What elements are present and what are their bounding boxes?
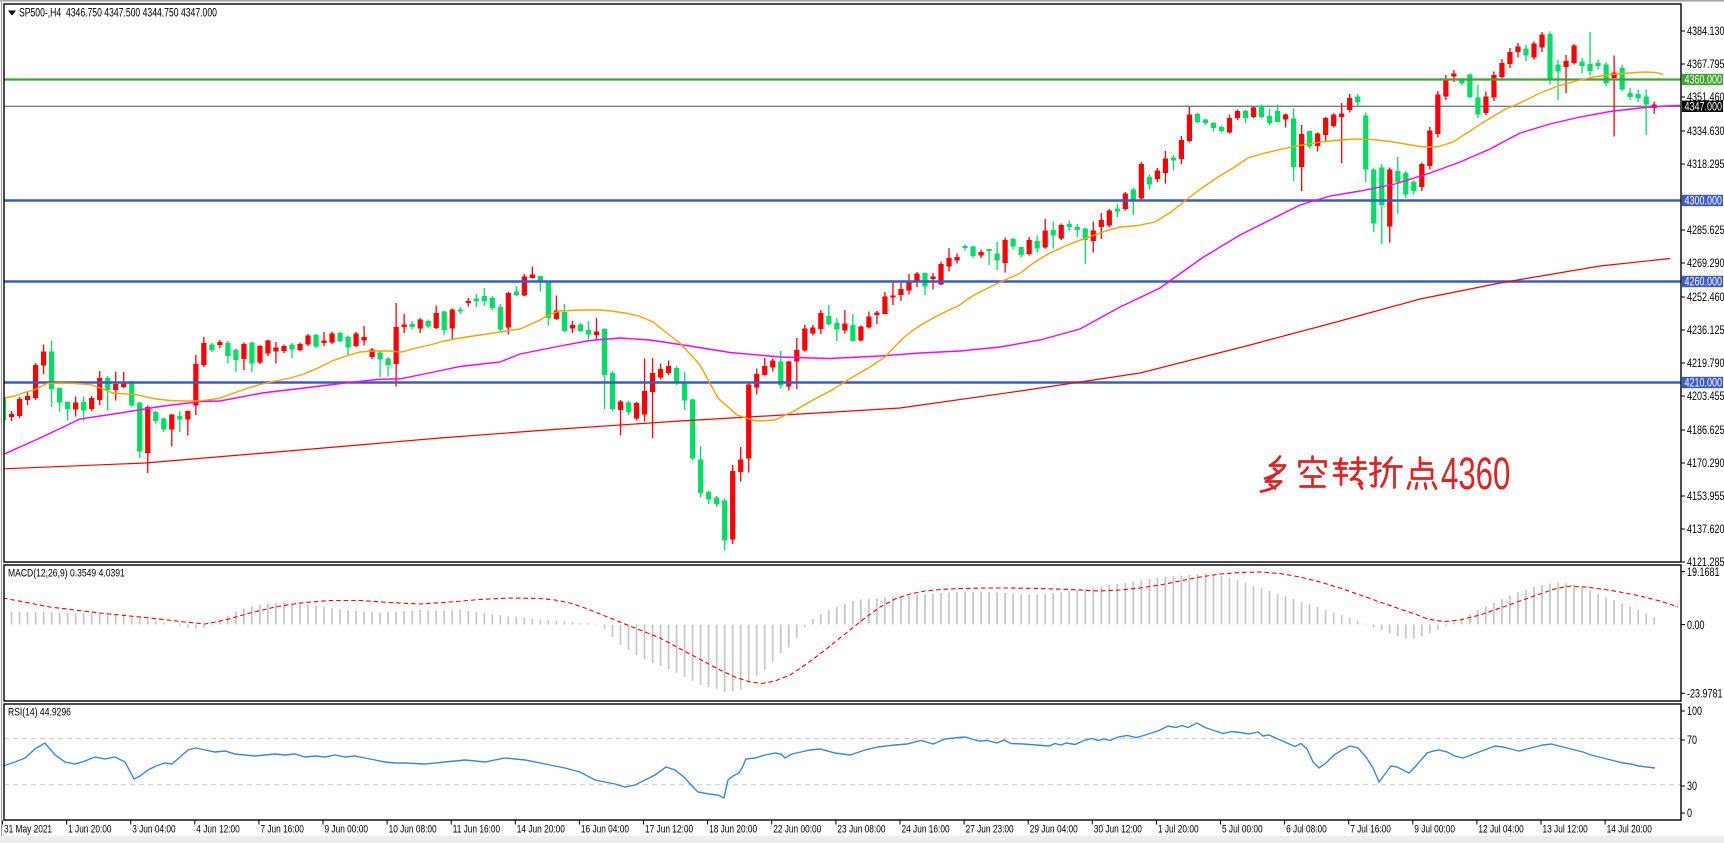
svg-text:23 Jun 08:00: 23 Jun 08:00 xyxy=(837,823,885,836)
svg-text:RSI(14) 44.9296: RSI(14) 44.9296 xyxy=(8,707,71,719)
svg-text:4186.625: 4186.625 xyxy=(1687,424,1724,438)
svg-text:7 Jul 16:00: 7 Jul 16:00 xyxy=(1350,823,1391,836)
svg-text:5 Jul 00:00: 5 Jul 00:00 xyxy=(1222,823,1263,836)
svg-text:4334.630: 4334.630 xyxy=(1687,125,1724,139)
svg-text:31 May 2021: 31 May 2021 xyxy=(4,823,52,836)
svg-text:4252.460: 4252.460 xyxy=(1687,291,1724,305)
svg-text:10 Jun 08:00: 10 Jun 08:00 xyxy=(389,823,437,836)
svg-text:1 Jun 20:00: 1 Jun 20:00 xyxy=(68,823,112,836)
svg-text:19.1681: 19.1681 xyxy=(1687,566,1720,580)
svg-text:4384.130: 4384.130 xyxy=(1687,25,1724,39)
svg-text:18 Jun 20:00: 18 Jun 20:00 xyxy=(709,823,757,836)
svg-text:4 Jun 12:00: 4 Jun 12:00 xyxy=(196,823,240,836)
svg-text:4236.125: 4236.125 xyxy=(1687,324,1724,338)
svg-text:4347.000: 4347.000 xyxy=(1685,100,1723,114)
svg-text:11 Jun 16:00: 11 Jun 16:00 xyxy=(453,823,501,836)
svg-text:29 Jun 04:00: 29 Jun 04:00 xyxy=(1030,823,1078,836)
svg-text:14 Jun 20:00: 14 Jun 20:00 xyxy=(517,823,565,836)
svg-text:4285.625: 4285.625 xyxy=(1687,224,1724,238)
svg-text:4210.000: 4210.000 xyxy=(1685,377,1723,391)
svg-text:4137.620: 4137.620 xyxy=(1687,523,1724,537)
svg-text:-23.9781: -23.9781 xyxy=(1687,687,1723,701)
svg-text:3 Jun 04:00: 3 Jun 04:00 xyxy=(132,823,176,836)
svg-text:70: 70 xyxy=(1687,734,1697,748)
svg-text:9 Jul 00:00: 9 Jul 00:00 xyxy=(1414,823,1455,836)
svg-text:13 Jul 12:00: 13 Jul 12:00 xyxy=(1543,823,1589,836)
svg-text:16 Jun 04:00: 16 Jun 04:00 xyxy=(581,823,629,836)
svg-text:14 Jul 20:00: 14 Jul 20:00 xyxy=(1607,823,1653,836)
svg-text:4219.790: 4219.790 xyxy=(1687,357,1724,371)
svg-text:4121.285: 4121.285 xyxy=(1687,556,1724,570)
svg-text:1 Jul 20:00: 1 Jul 20:00 xyxy=(1158,823,1199,836)
svg-text:4170.290: 4170.290 xyxy=(1687,457,1724,471)
svg-text:9 Jun 00:00: 9 Jun 00:00 xyxy=(325,823,369,836)
svg-text:0: 0 xyxy=(1687,807,1692,821)
svg-text:SP500-,H4 4346.750 4347.500 4: SP500-,H4 4346.750 4347.500 4344.750 434… xyxy=(19,7,217,19)
svg-text:17 Jun 12:00: 17 Jun 12:00 xyxy=(645,823,693,836)
svg-text:4318.295: 4318.295 xyxy=(1687,158,1724,172)
svg-text:4367.795: 4367.795 xyxy=(1687,58,1724,72)
svg-text:4360.000: 4360.000 xyxy=(1685,74,1723,88)
svg-text:MACD(12,26,9) 0.3549 4.0391: MACD(12,26,9) 0.3549 4.0391 xyxy=(8,568,125,580)
svg-text:6 Jul 08:00: 6 Jul 08:00 xyxy=(1286,823,1327,836)
svg-text:30: 30 xyxy=(1687,780,1697,794)
svg-text:7 Jun 16:00: 7 Jun 16:00 xyxy=(260,823,304,836)
svg-text:4360: 4360 xyxy=(1441,449,1510,499)
svg-text:22 Jun 00:00: 22 Jun 00:00 xyxy=(773,823,821,836)
svg-text:24 Jun 16:00: 24 Jun 16:00 xyxy=(902,823,950,836)
svg-text:4153.955: 4153.955 xyxy=(1687,490,1724,504)
svg-text:4269.290: 4269.290 xyxy=(1687,257,1724,271)
svg-text:100: 100 xyxy=(1687,705,1702,719)
svg-text:30 Jun 12:00: 30 Jun 12:00 xyxy=(1094,823,1142,836)
svg-text:27 Jun 23:00: 27 Jun 23:00 xyxy=(966,823,1014,836)
svg-text:12 Jul 04:00: 12 Jul 04:00 xyxy=(1478,823,1524,836)
svg-text:0.00: 0.00 xyxy=(1687,619,1705,633)
svg-text:4203.455: 4203.455 xyxy=(1687,390,1724,404)
svg-text:4300.000: 4300.000 xyxy=(1685,195,1723,209)
svg-text:4260.000: 4260.000 xyxy=(1685,276,1723,290)
